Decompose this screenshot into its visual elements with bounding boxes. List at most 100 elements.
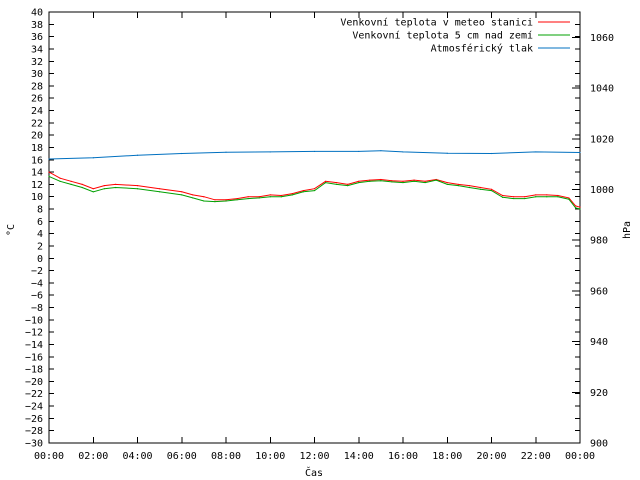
series-1-point xyxy=(48,171,50,173)
series-2-point xyxy=(358,181,360,184)
y-right-tick-label: 940 xyxy=(590,337,608,348)
series-1-point xyxy=(280,194,282,197)
series-1-point xyxy=(192,194,194,196)
series-2-point xyxy=(424,181,426,184)
series-2-point xyxy=(513,197,515,200)
y-left-tick-label: 4 xyxy=(37,229,43,240)
series-2-point xyxy=(247,197,249,200)
y-left-tick-label: −24 xyxy=(25,402,43,413)
series-2-point xyxy=(380,180,382,182)
y-left-tick-label: 12 xyxy=(31,180,43,191)
x-tick-label: 00:00 xyxy=(34,451,64,462)
series-1-point xyxy=(546,194,548,196)
series-1-point xyxy=(258,196,260,198)
series-2-point xyxy=(291,194,293,196)
y-left-tick-label: −16 xyxy=(25,352,43,363)
series-1-point xyxy=(81,183,83,185)
series-2-point xyxy=(236,199,238,201)
y-left-tick-label: 26 xyxy=(31,94,43,105)
y-axis-left-title: °C xyxy=(6,224,17,236)
series-1-point xyxy=(203,196,205,198)
y-right-tick-label: 1000 xyxy=(590,185,614,196)
x-tick-label: 12:00 xyxy=(299,451,329,462)
x-tick-label: 20:00 xyxy=(476,451,506,462)
series-1-point xyxy=(524,196,526,198)
series-1-point xyxy=(114,183,116,185)
series-1-point xyxy=(358,180,360,182)
x-tick-label: 08:00 xyxy=(211,451,241,462)
x-tick-label: 18:00 xyxy=(432,451,462,462)
y-left-tick-label: 10 xyxy=(31,192,43,203)
x-tick-label: 02:00 xyxy=(78,451,108,462)
series-1-point xyxy=(136,185,139,187)
series-2-point xyxy=(159,191,161,193)
y-left-tick-label: 38 xyxy=(31,20,43,31)
y-right-tick-label: 1060 xyxy=(590,33,614,44)
series-2-point xyxy=(225,200,227,202)
y-left-tick-label: 36 xyxy=(31,32,43,43)
series-1-point xyxy=(324,180,327,182)
y-left-tick-label: −2 xyxy=(31,266,43,277)
series-2-point xyxy=(214,201,216,203)
y-right-tick-label: 980 xyxy=(590,236,608,247)
series-2-point xyxy=(574,207,577,209)
y-left-tick-label: 34 xyxy=(31,44,43,55)
series-2-point xyxy=(535,196,537,198)
y-right-tick-label: 960 xyxy=(590,286,608,297)
series-2-point xyxy=(280,196,282,198)
series-line-2 xyxy=(48,175,581,210)
y-left-tick-label: 20 xyxy=(31,131,43,142)
series-3-point xyxy=(313,150,316,153)
series-2-point xyxy=(324,181,327,184)
series-1-point xyxy=(214,199,216,201)
series-1-point xyxy=(269,194,271,196)
series-2-point xyxy=(103,188,105,190)
series-2-point xyxy=(336,183,338,185)
y-right-tick-label: 1020 xyxy=(590,134,614,145)
series-line-1 xyxy=(48,171,581,208)
legend-label-3: Atmosférický tlak xyxy=(431,43,533,55)
y-left-tick-label: 6 xyxy=(37,217,43,228)
y-left-tick-label: 0 xyxy=(37,254,43,265)
series-1-point xyxy=(59,177,61,179)
y-left-tick-label: 40 xyxy=(31,8,43,19)
series-2-point xyxy=(114,186,116,189)
series-2-point xyxy=(457,185,459,187)
series-2-point xyxy=(391,181,393,183)
series-1-point xyxy=(159,188,161,190)
series-2-point xyxy=(557,196,559,198)
series-2-point xyxy=(258,197,260,199)
series-3-point xyxy=(92,157,94,159)
series-1-point xyxy=(574,205,577,207)
series-1-point xyxy=(535,194,537,196)
series-2-point xyxy=(568,198,570,200)
series-1-point xyxy=(181,191,183,193)
y-left-tick-label: 2 xyxy=(37,241,43,252)
x-tick-label: 16:00 xyxy=(388,451,418,462)
series-1-point xyxy=(402,180,404,182)
y-left-tick-label: −20 xyxy=(25,377,43,388)
y-left-tick-label: −30 xyxy=(25,439,43,450)
series-3-point xyxy=(446,152,448,154)
y-left-tick-label: 30 xyxy=(31,69,43,80)
x-tick-label: 14:00 xyxy=(344,451,374,462)
series-1-point xyxy=(557,194,559,197)
series-3-point xyxy=(48,158,50,160)
series-2-point xyxy=(59,180,61,182)
y-right-tick-label: 1040 xyxy=(590,84,614,95)
series-3-point xyxy=(181,152,183,155)
x-tick-label: 10:00 xyxy=(255,451,285,462)
series-2-point xyxy=(181,194,183,196)
series-2-point xyxy=(70,183,72,185)
series-1-point xyxy=(336,181,338,184)
series-3-point xyxy=(535,151,537,153)
series-2-point xyxy=(92,191,94,193)
series-1-point xyxy=(92,188,94,190)
x-tick-label: 04:00 xyxy=(122,451,152,462)
series-1-point xyxy=(501,194,504,197)
series-2-point xyxy=(524,197,526,200)
series-2-point xyxy=(413,180,415,182)
series-2-point xyxy=(490,189,493,192)
plot-frame xyxy=(48,11,581,444)
